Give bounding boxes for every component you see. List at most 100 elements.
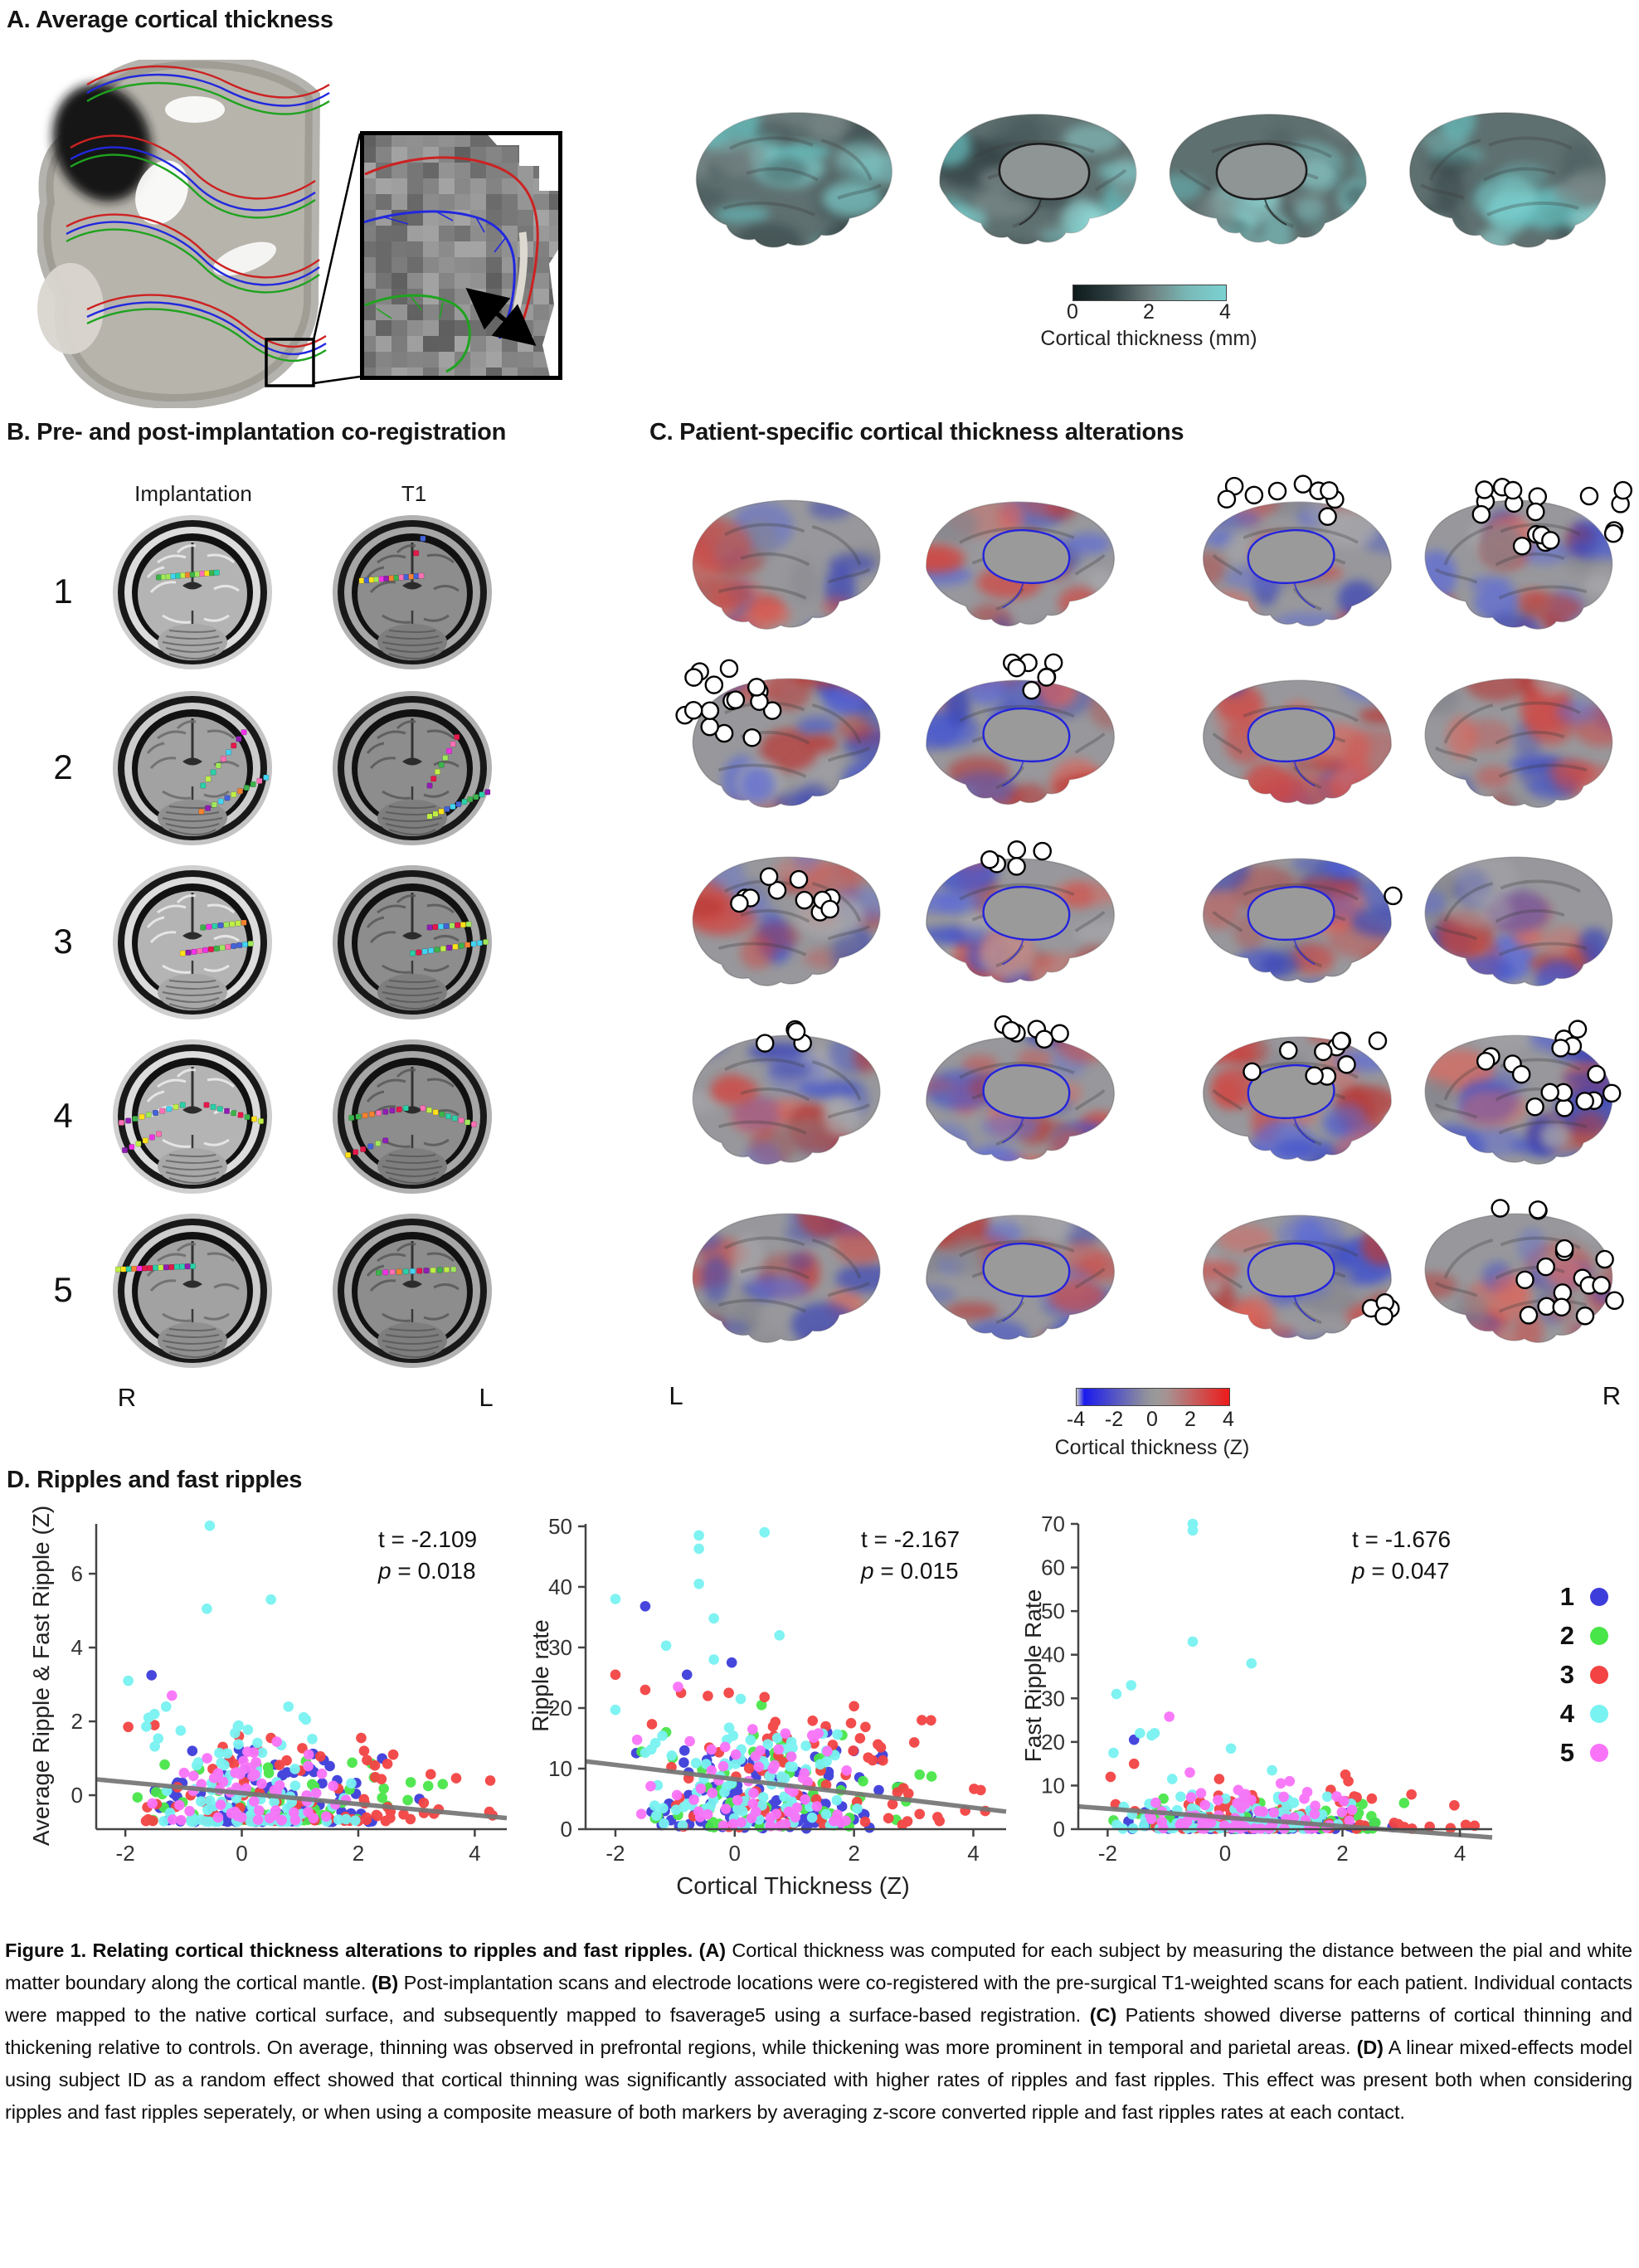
y-tick-label: 70	[1041, 1511, 1065, 1536]
brain-surface-map	[1203, 858, 1403, 984]
legend-label-3: 3	[1559, 1660, 1574, 1689]
electrode-circles	[1491, 1199, 1624, 1326]
brain-surface-map	[1203, 1214, 1400, 1341]
y-tick-label: 2	[71, 1709, 83, 1734]
stat-p-value: p = 0.047	[1351, 1558, 1450, 1584]
electrode-track	[410, 921, 489, 956]
brain-surface-map	[692, 856, 881, 986]
brain-surface-map	[1424, 477, 1633, 630]
electrode-track	[345, 1105, 477, 1158]
stat-p-value: p = 0.018	[377, 1558, 476, 1584]
caption-bold-segment: (A)	[698, 1939, 726, 1961]
histology-zoom-inset	[360, 131, 562, 380]
y-tick-label: 0	[1053, 1817, 1065, 1842]
brain-surface-map	[1409, 112, 1607, 248]
legend-label-4: 4	[1559, 1699, 1574, 1728]
x-tick-label: 0	[236, 1841, 247, 1866]
regression-line	[585, 1759, 1007, 1814]
plot2-ylabel: Ripple rate	[528, 1619, 553, 1732]
caption-segment: Patients showed diverse patterns of cort…	[5, 2004, 1632, 2058]
mri-coronal-slice	[333, 515, 492, 669]
column-header-implantation: Implantation	[134, 481, 252, 506]
x-tick-label: 4	[967, 1841, 979, 1866]
regression-line	[1077, 1803, 1493, 1840]
mri-coronal-slice	[113, 1214, 272, 1368]
brain-surface-map	[926, 840, 1115, 984]
colorbar-tick: -2	[1104, 1408, 1124, 1431]
column-header-t1: T1	[401, 481, 427, 506]
caption-segment: A linear mixed-effects model using subje…	[5, 2037, 1632, 2123]
inset-source-box	[265, 338, 315, 387]
plot3-ylabel: Fast Ripple Rate	[1020, 1589, 1046, 1763]
patient-row-label: 1	[53, 572, 73, 611]
electrode-circles	[1217, 475, 1345, 526]
panel-c-title: C. Patient-specific cortical thickness a…	[649, 419, 1184, 445]
x-tick-label: 0	[729, 1841, 741, 1866]
orientation-label-right: R	[117, 1383, 137, 1412]
legend-dot-1	[1590, 1588, 1608, 1606]
orientation-label-l: L	[669, 1381, 683, 1410]
stat-t-value: t = -2.167	[861, 1526, 960, 1552]
x-tick-label: -2	[116, 1841, 135, 1866]
y-tick-label: 40	[548, 1574, 572, 1599]
electrode-circles	[730, 867, 841, 922]
regression-line	[95, 1777, 508, 1821]
series-4	[1108, 1518, 1357, 1834]
colorbar-tick: 0	[1067, 300, 1078, 324]
surface-contours	[66, 65, 330, 363]
shared-xlabel: Cortical Thickness (Z)	[676, 1873, 910, 1900]
y-tick-label: 50	[548, 1514, 572, 1539]
y-tick-label: 40	[1041, 1643, 1065, 1667]
brain-surface-map	[926, 1214, 1115, 1341]
stat-t-value: t = -1.676	[1352, 1526, 1451, 1552]
series-5	[631, 1682, 852, 1832]
brain-surface-map	[675, 659, 881, 808]
colorbar-thickness-mm	[1072, 285, 1227, 301]
electrode-circles	[1361, 1293, 1400, 1326]
y-tick-label: 0	[561, 1817, 572, 1842]
mri-coronal-slice	[113, 691, 272, 845]
mri-coronal-slice	[113, 1039, 272, 1194]
electrode-circles	[1384, 886, 1403, 906]
histology-section-image	[37, 60, 330, 408]
colorbar-z-label: Cortical thickness (Z)	[1054, 1436, 1250, 1459]
legend-label-5: 5	[1559, 1738, 1574, 1767]
panel-d-title: D. Ripples and fast ripples	[7, 1467, 303, 1493]
brain-surface-map	[1424, 678, 1613, 808]
x-tick-label: 2	[848, 1841, 859, 1866]
plot1-ylabel: Average Ripple & Fast Ripple (Z)	[28, 1505, 54, 1847]
brain-surface-map	[926, 653, 1115, 805]
brain-surface-map	[939, 114, 1137, 245]
colorbar-tick: 4	[1223, 1408, 1234, 1431]
thickness-arrow	[465, 288, 537, 346]
y-tick-label: 6	[71, 1561, 83, 1586]
brain-surface-map	[1203, 1031, 1392, 1162]
patient-row-label: 2	[53, 747, 73, 786]
brain-surface-map	[692, 499, 881, 630]
colorbar-tick: 4	[1219, 300, 1231, 324]
patient-row-label: 5	[53, 1270, 73, 1309]
electrode-track	[358, 535, 426, 584]
caption-bold-segment: (B)	[371, 1972, 399, 1993]
caption-segment: Cortical thickness was computed for each…	[5, 1939, 1633, 1993]
x-tick-label: 4	[1454, 1841, 1466, 1866]
brain-surface-map	[926, 501, 1115, 627]
y-tick-label: 50	[1041, 1599, 1065, 1623]
figure-caption: Figure 1. Relating cortical thickness al…	[5, 1935, 1632, 2129]
series-5	[1145, 1711, 1358, 1834]
electrode-track	[156, 569, 220, 581]
x-tick-label: 2	[353, 1841, 364, 1866]
brain-surface-map	[692, 1020, 881, 1165]
electrode-circles	[1471, 477, 1633, 556]
brain-surface-map	[692, 1213, 881, 1343]
legend-dot-4	[1590, 1705, 1608, 1723]
inset-connector-lines	[312, 133, 362, 385]
patient-row-label: 4	[53, 1096, 73, 1135]
caption-bold-segment: (C)	[1089, 2004, 1117, 2026]
legend-dot-3	[1590, 1666, 1608, 1684]
brain-surface-map	[1424, 1199, 1624, 1343]
y-tick-label: 20	[548, 1696, 572, 1720]
y-tick-label: 0	[71, 1783, 83, 1808]
y-tick-label: 10	[1041, 1773, 1065, 1798]
